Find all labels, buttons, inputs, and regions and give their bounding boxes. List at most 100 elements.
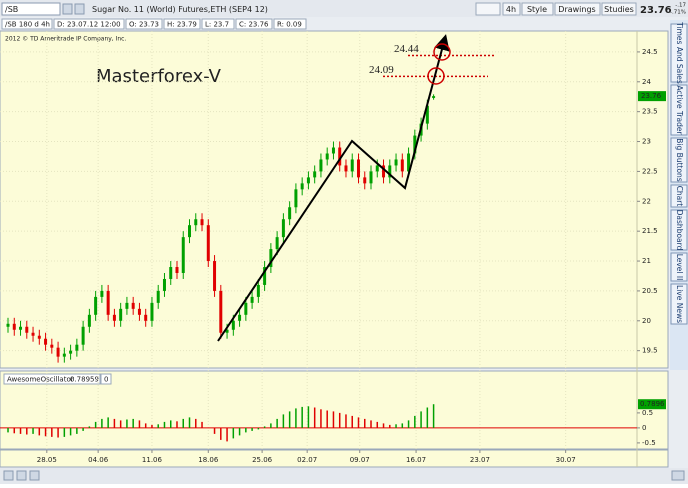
studies-button[interactable] [601,2,637,16]
style-button[interactable] [521,2,554,16]
status-bar [0,468,688,484]
change-pct: -.71% [670,10,686,16]
candle-body [225,329,229,333]
icon[interactable] [3,470,14,481]
tab-label: Level II [675,254,684,281]
study-baseline: 0 [104,376,108,384]
level-circle [433,43,451,61]
candle-body [175,267,179,273]
x-tick-label: 16.07 [406,456,426,464]
sidebar-tab[interactable] [670,184,688,208]
candle-body [119,308,123,321]
drawings-label: Drawings [558,5,595,14]
x-tick-label: 25.06 [252,456,273,464]
x-tick-label: 28.05 [37,456,57,464]
description: Sugar No. 11 (World) Futures,ETH (SEP4 1… [92,5,268,14]
x-tick-label: 23.07 [470,456,490,464]
candle-body [181,237,185,273]
candle-body [25,326,29,333]
candle-body [344,165,348,172]
icon[interactable] [671,470,685,481]
price-panel [0,30,669,369]
candle-body [75,344,79,351]
candle-body [200,219,204,226]
tab-label: Chart [675,186,684,207]
candle-body [300,183,304,190]
candle-body [144,314,148,321]
study-value: 0.78959 [70,376,99,384]
tab-label: Big Buttons [675,138,684,181]
candle-body [219,290,223,333]
symbol-box[interactable] [1,2,61,16]
study-title: AwesomeOscillator [7,376,74,384]
info-field: C: 23.76 [239,21,269,29]
icon[interactable] [74,3,85,15]
x-tick-label: 11.06 [142,456,163,464]
candle-body [213,261,217,291]
candle-body [31,332,35,336]
candle-body [137,308,141,315]
candle-body [150,302,154,321]
icon[interactable] [62,3,73,15]
y-tick-label: 20.5 [642,287,658,295]
drawings-button[interactable] [554,2,601,16]
candle-body [382,165,386,178]
y-tick-label: 21.5 [642,227,658,235]
candle-body [294,189,298,208]
candle-body [250,296,254,303]
sidebar-tab[interactable] [670,23,688,83]
candle-body [263,267,267,285]
level-label: 24.09 [369,64,394,76]
candle-body [162,278,166,291]
tab-label: Times And Sales [675,21,684,84]
icon[interactable] [29,470,40,481]
y-tick-label: 23 [642,138,651,146]
y-tick-label: 24 [642,78,651,86]
aggregation-button[interactable] [502,2,521,16]
sidebar-tab[interactable] [670,137,688,183]
study-title-box[interactable] [3,373,101,385]
x-axis-panel [0,449,669,468]
candle-body [432,96,436,98]
info-box [163,18,201,30]
candle-body [238,314,242,321]
icon[interactable] [16,470,27,481]
info-field: H: 23.79 [167,21,197,29]
candle-body [375,165,379,172]
tool-button[interactable] [475,2,501,16]
x-tick-label: 04.06 [88,456,109,464]
candle-body [56,347,60,357]
candle-body [425,105,429,124]
candle-body [12,323,16,330]
sidebar-tab[interactable] [670,283,688,325]
x-tick-label: 02.07 [297,456,317,464]
candle-body [338,147,342,166]
change: -.17 [675,3,686,9]
candle-body [306,177,310,184]
candle-body [94,296,98,315]
candle-body [400,159,404,172]
sidebar-tab[interactable] [670,209,688,251]
info-box [1,18,53,30]
y-tick-label: -0.5 [642,439,656,447]
sidebar-tab[interactable] [670,84,688,136]
candle-body [313,171,317,178]
candle-body [325,153,329,160]
candle-body [413,135,417,154]
candle-body [69,350,73,354]
last-value-box [638,399,666,410]
y-tick-label: 24.5 [642,48,658,56]
candle-body [125,302,129,309]
candle-body [50,344,54,348]
info-field: /SB 180 d 4h [5,21,50,29]
candle-body [169,267,173,279]
candle-body [331,147,335,154]
y-tick-label: 23.5 [642,108,658,116]
candle-body [407,153,411,172]
sidebar-tab[interactable] [670,252,688,282]
candle-body [275,237,279,250]
tab-label: Live News [675,285,684,323]
candle-body [100,290,104,297]
candle-body [6,323,10,327]
